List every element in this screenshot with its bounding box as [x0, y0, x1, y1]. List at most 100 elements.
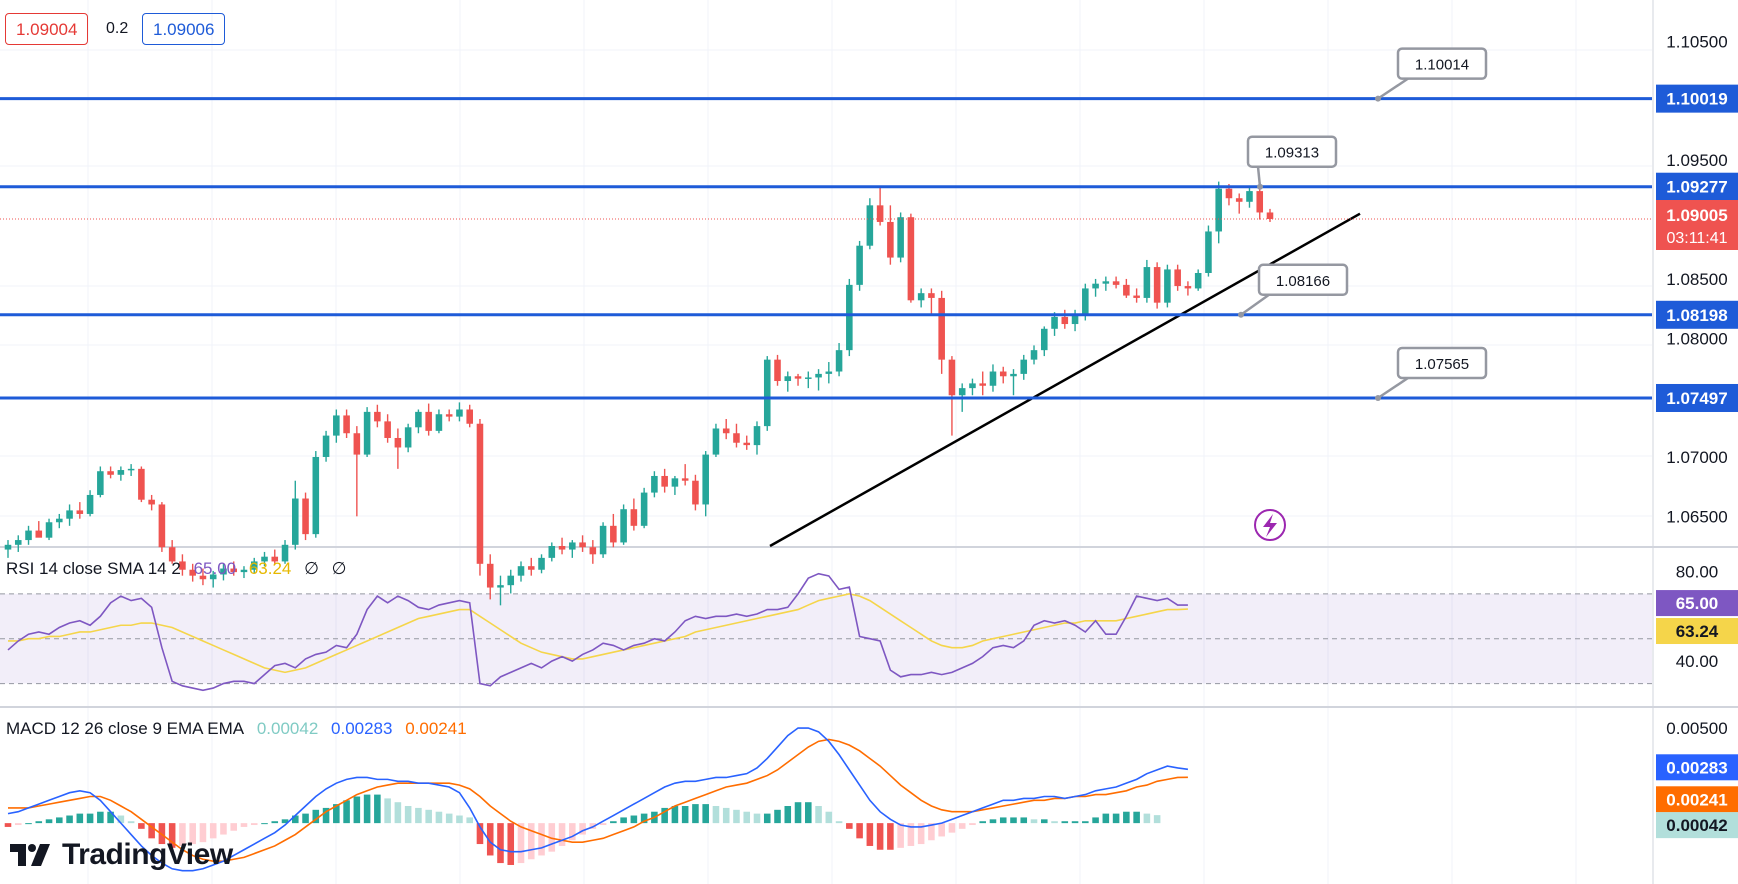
macd-histogram-bar [681, 806, 689, 824]
level-axis-label: 1.10019 [1656, 84, 1738, 113]
candle [538, 554, 545, 574]
candle [158, 502, 166, 552]
candle [917, 288, 925, 308]
macd-histogram-bar [76, 813, 84, 824]
macd-histogram-bar [989, 819, 997, 824]
candle [999, 366, 1007, 384]
candle [743, 435, 751, 450]
macd-histogram-bar [97, 811, 104, 824]
macd-histogram-bar [384, 798, 391, 824]
candle [425, 403, 432, 436]
macd-legend[interactable]: MACD 12 26 close 9 EMA EMA 0.00042 0.002… [6, 719, 475, 739]
candle [322, 430, 330, 462]
candle-body [979, 383, 986, 386]
macd-histogram-bar [763, 813, 771, 824]
macd-histogram-bar [220, 823, 227, 835]
macd-histogram-bar [640, 813, 648, 824]
price-callout[interactable]: 1.07565 [1375, 346, 1488, 401]
rsi-legend[interactable]: RSI 14 close SMA 14 2 65.00 63.24 ∅ ∅ [6, 559, 354, 579]
candle-body [1030, 350, 1038, 360]
candle [589, 540, 597, 564]
support-resistance-levels[interactable]: 1.10019 1.10014 1.09277 1.09313 1.08198 1.081… [0, 47, 1738, 412]
candle [979, 371, 986, 396]
macd-histogram-bar [1112, 813, 1120, 824]
candle [1266, 208, 1274, 222]
macd-histogram-bar [209, 823, 217, 839]
candle [558, 537, 566, 555]
candle-body [1071, 314, 1079, 325]
current-price-label[interactable]: 1.09005 03:11:41 [1656, 199, 1738, 250]
macd-histogram-bar [856, 823, 863, 839]
macd-histogram-bar [702, 804, 709, 824]
candle-body [681, 478, 689, 481]
macd-histogram-bar [887, 823, 894, 850]
candle-body [958, 388, 966, 396]
candle-body [938, 297, 945, 360]
candle-body [384, 421, 391, 438]
price-callout[interactable]: 1.10014 [1375, 47, 1488, 102]
candle [1153, 262, 1161, 309]
callout-box [1396, 47, 1488, 80]
macd-histogram-bar [404, 806, 412, 824]
tradingview-logo[interactable]: TradingView [10, 838, 233, 872]
rsi-sma-value-label: 63.24 [1656, 618, 1738, 645]
macd-signal-value-label: 0.00241 [1656, 786, 1738, 813]
candle [805, 371, 812, 389]
candle-body [209, 574, 217, 580]
candle-body [989, 371, 997, 386]
candle [25, 525, 32, 545]
candle-body [179, 561, 186, 570]
candle [579, 535, 586, 552]
candle [117, 466, 125, 481]
candle [527, 557, 535, 576]
candle-body [671, 478, 679, 487]
rsi-axis-tick: 40.00 [1676, 652, 1719, 671]
price-callout[interactable]: 1.08166 [1238, 263, 1349, 318]
macd-histogram-bar [1133, 811, 1140, 824]
candle-body [1010, 373, 1017, 377]
lightning-icon [1254, 509, 1286, 541]
bid-price-box[interactable]: 1.09004 [5, 13, 89, 45]
candle [938, 290, 945, 374]
macd-histogram-bar [179, 823, 186, 846]
candle [753, 421, 761, 455]
candle-body [969, 383, 976, 389]
macd-histogram-bar [1030, 819, 1038, 824]
price-axis-tick: 1.09500 [1666, 151, 1727, 170]
candle-body [558, 546, 566, 550]
current-price-text: 1.09005 [1666, 206, 1727, 225]
candle-body [271, 556, 279, 562]
candle-body [281, 544, 289, 562]
candle-body [220, 568, 227, 575]
macd-hist-value-label: 0.00042 [1656, 812, 1738, 839]
price-callout[interactable]: 1.09313 [1246, 135, 1338, 190]
candle-body [158, 504, 166, 548]
price-axis[interactable]: 1.10500 1.09500 1.08500 1.08000 1.07000 1.065… [1656, 33, 1738, 839]
price-candles [4, 181, 1274, 606]
candle-body [66, 510, 73, 519]
macd-histogram-bar [620, 817, 627, 824]
countdown-text: 03:11:41 [1666, 230, 1727, 247]
candle [897, 212, 904, 263]
candle [1133, 288, 1140, 303]
candle [681, 464, 689, 486]
macd-histogram-bar [527, 823, 535, 860]
rsi-lines [7, 572, 1188, 692]
macd-histogram-bar [1071, 821, 1079, 824]
ask-price-box[interactable]: 1.09006 [142, 13, 226, 45]
candle [1020, 354, 1028, 380]
macd-histogram-bar [661, 807, 668, 824]
level-axis-bg [1656, 300, 1738, 329]
macd-histogram-bar [394, 802, 402, 824]
macd-histogram-bar [302, 813, 309, 824]
candle [969, 378, 976, 396]
macd-histogram-bar [1051, 821, 1058, 824]
macd-histogram-bar [322, 807, 330, 824]
candle-body [1061, 316, 1069, 325]
macd-histogram-bar [774, 809, 781, 824]
macd-histogram-bar [876, 823, 884, 850]
level-axis-label: 1.07497 [1656, 383, 1738, 412]
macd-histogram-bar [507, 823, 515, 865]
candle-body [948, 359, 956, 396]
